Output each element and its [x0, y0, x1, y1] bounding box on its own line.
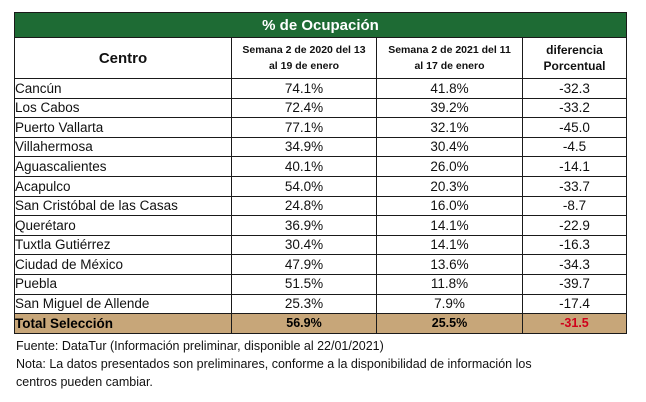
- cell-centro: Los Cabos: [14, 97, 232, 119]
- cell-diferencia: -22.9: [521, 215, 628, 236]
- source-note: Fuente: DataTur (Información preliminar,…: [16, 339, 384, 354]
- total-row: Total Selección 56.9% 25.5% -31.5: [14, 313, 628, 335]
- cell-2020: 51.5%: [231, 273, 377, 295]
- cell-2021: 20.3%: [376, 175, 523, 197]
- cell-centro: Puebla: [14, 273, 232, 295]
- disclaimer-note-line1: Nota: La datos presentados son prelimina…: [16, 357, 532, 372]
- table-row: Querétaro 36.9% 14.1% -22.9: [14, 215, 628, 236]
- cell-2021: 11.8%: [376, 273, 523, 295]
- cell-diferencia: -34.3: [521, 254, 628, 275]
- cell-2021: 16.0%: [376, 195, 523, 217]
- cell-centro: San Miguel de Allende: [14, 293, 232, 315]
- header-semana-2021-line1: Semana 2 de 2021 del 11: [388, 44, 511, 56]
- cell-2020: 34.9%: [231, 136, 377, 158]
- cell-2021: 14.1%: [376, 234, 523, 256]
- table-row: Los Cabos 72.4% 39.2% -33.2: [14, 97, 628, 119]
- cell-2020: 40.1%: [231, 156, 377, 177]
- header-semana-2021-line2: al 17 de enero: [414, 60, 485, 72]
- cell-2021: 41.8%: [376, 78, 523, 99]
- cell-centro: Cancún: [14, 78, 232, 99]
- header-diferencia-line1: diferencia: [546, 43, 603, 57]
- table-row: Cancún 74.1% 41.8% -32.3: [14, 78, 628, 99]
- table-title: % de Ocupación: [13, 12, 628, 38]
- cell-2020: 77.1%: [231, 117, 377, 138]
- header-semana-2020: Semana 2 de 2020 del 13 al 19 de enero: [231, 37, 377, 79]
- total-2021: 25.5%: [376, 313, 523, 335]
- total-diferencia: -31.5: [521, 313, 628, 335]
- cell-2021: 14.1%: [376, 215, 523, 236]
- cell-2020: 30.4%: [231, 234, 377, 256]
- cell-2021: 30.4%: [376, 136, 523, 158]
- occupancy-table-container: % de Ocupación Centro Semana 2 de 2020 d…: [13, 12, 628, 391]
- cell-2020: 74.1%: [231, 78, 377, 99]
- disclaimer-note-line2: centros pueden cambiar.: [16, 375, 153, 390]
- cell-centro: Ciudad de México: [14, 254, 232, 275]
- cell-centro: Aguascalientes: [14, 156, 232, 177]
- table-row: Tuxtla Gutiérrez 30.4% 14.1% -16.3: [14, 234, 628, 256]
- cell-diferencia: -39.7: [521, 273, 628, 295]
- header-diferencia: diferencia Porcentual: [521, 37, 628, 79]
- total-label: Total Selección: [14, 313, 232, 335]
- cell-2020: 47.9%: [231, 254, 377, 275]
- table-notes: Fuente: DataTur (Información preliminar,…: [14, 337, 626, 391]
- header-semana-2020-line1: Semana 2 de 2020 del 13: [242, 44, 366, 56]
- cell-2021: 39.2%: [376, 97, 523, 119]
- header-semana-2021: Semana 2 de 2021 del 11 al 17 de enero: [376, 37, 523, 79]
- cell-2020: 25.3%: [231, 293, 377, 315]
- cell-centro: Tuxtla Gutiérrez: [14, 234, 232, 256]
- cell-diferencia: -17.4: [521, 293, 628, 315]
- cell-2020: 72.4%: [231, 97, 377, 119]
- cell-2021: 26.0%: [376, 156, 523, 177]
- header-centro: Centro: [14, 37, 232, 79]
- cell-centro: Villahermosa: [14, 136, 232, 158]
- cell-diferencia: -33.2: [521, 97, 628, 119]
- table-body: Cancún 74.1% 41.8% -32.3 Los Cabos 72.4%…: [14, 78, 628, 335]
- column-header-row: Centro Semana 2 de 2020 del 13 al 19 de …: [14, 37, 628, 79]
- total-2020: 56.9%: [231, 313, 377, 335]
- cell-2020: 36.9%: [231, 215, 377, 236]
- cell-diferencia: -45.0: [521, 117, 628, 138]
- table-row: Puebla 51.5% 11.8% -39.7: [14, 273, 628, 295]
- table-row: Villahermosa 34.9% 30.4% -4.5: [14, 136, 628, 158]
- table-row: Ciudad de México 47.9% 13.6% -34.3: [14, 254, 628, 275]
- cell-diferencia: -4.5: [521, 136, 628, 158]
- cell-centro: Puerto Vallarta: [14, 117, 232, 138]
- table-row: Aguascalientes 40.1% 26.0% -14.1: [14, 156, 628, 177]
- table-title-row: % de Ocupación: [13, 12, 628, 38]
- table-row: Puerto Vallarta 77.1% 32.1% -45.0: [14, 117, 628, 138]
- cell-diferencia: -14.1: [521, 156, 628, 177]
- cell-2020: 24.8%: [231, 195, 377, 217]
- cell-diferencia: -33.7: [521, 175, 628, 197]
- cell-centro: San Cristóbal de las Casas: [14, 195, 232, 217]
- table-row: San Miguel de Allende 25.3% 7.9% -17.4: [14, 293, 628, 315]
- cell-diferencia: -16.3: [521, 234, 628, 256]
- cell-2021: 7.9%: [376, 293, 523, 315]
- cell-centro: Acapulco: [14, 175, 232, 197]
- header-semana-2020-line2: al 19 de enero: [268, 60, 340, 72]
- cell-2021: 32.1%: [376, 117, 523, 138]
- table-row: San Cristóbal de las Casas 24.8% 16.0% -…: [14, 195, 628, 217]
- cell-diferencia: -32.3: [521, 78, 628, 99]
- cell-2020: 54.0%: [231, 175, 377, 197]
- cell-diferencia: -8.7: [521, 195, 628, 217]
- cell-centro: Querétaro: [14, 215, 232, 236]
- table-row: Acapulco 54.0% 20.3% -33.7: [14, 175, 628, 197]
- occupancy-table: % de Ocupación Centro Semana 2 de 2020 d…: [13, 12, 628, 335]
- header-diferencia-line2: Porcentual: [543, 59, 606, 73]
- cell-2021: 13.6%: [376, 254, 523, 275]
